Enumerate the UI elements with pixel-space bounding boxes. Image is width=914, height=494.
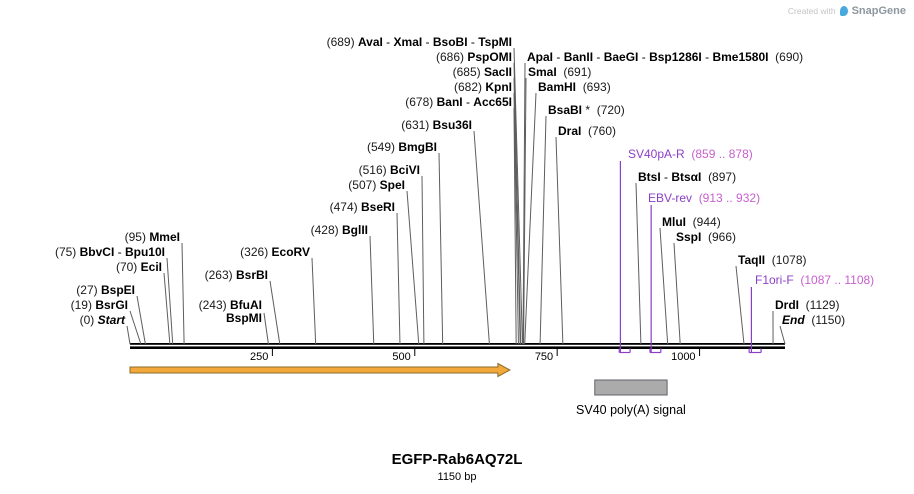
callout-line-ecorv <box>311 257 317 345</box>
site-label-start[interactable]: (0) Start <box>79 313 125 327</box>
site-label-drdi[interactable]: DrdI (1129) <box>775 298 840 312</box>
site-label-pspomi[interactable]: (686) PspOMI <box>435 50 512 64</box>
site-label-bcivi[interactable]: (516) BciVI <box>358 163 420 177</box>
callout-line-sspi <box>673 242 681 345</box>
ruler-number: 500 <box>392 351 411 363</box>
construct-title: EGFP-Rab6AQ72L <box>391 451 523 468</box>
site-label-bsabi[interactable]: BsaBI * (720) <box>548 103 625 117</box>
callout-line-btsi <box>635 182 642 345</box>
callout-line-avai <box>513 47 523 345</box>
callout-line-bseri <box>396 212 401 345</box>
callout-line-bspei <box>136 295 146 345</box>
site-label-smai[interactable]: SmaI (691) <box>528 65 592 79</box>
callout-line-drai <box>555 136 564 345</box>
callout-line-bcivi <box>421 175 425 345</box>
site-label-bani[interactable]: (678) BanI - Acc65I <box>405 95 512 109</box>
site-label-mlui[interactable]: MluI (944) <box>662 215 721 229</box>
ruler-number: 1000 <box>671 351 696 363</box>
site-label-bbvci[interactable]: (75) BbvCI - Bpu10I <box>54 245 165 259</box>
callout-line-spei <box>406 190 420 345</box>
callout-line-taqii <box>735 265 745 345</box>
site-label-bglii[interactable]: (428) BglII <box>310 223 368 237</box>
callout-line-sacii <box>513 77 521 345</box>
site-label-btsi[interactable]: BtsI - BtsαI (897) <box>638 170 737 184</box>
callout-line-bsu36i <box>473 130 490 345</box>
site-label-ecii[interactable]: (70) EciI <box>115 260 162 274</box>
site-label-bsrbi[interactable]: (263) BsrBI <box>204 268 268 282</box>
watermark-brand: SnapGene <box>851 5 906 17</box>
site-label-bspei[interactable]: (27) BspEI <box>76 283 135 297</box>
site-label-bamhi[interactable]: BamHI (693) <box>538 80 611 94</box>
callout-line-bani <box>513 107 517 345</box>
site-label-drai[interactable]: DraI (760) <box>558 124 617 138</box>
callout-line-start <box>126 325 131 345</box>
callout-line-bfuai <box>263 312 269 345</box>
site-label-bseri[interactable]: (474) BseRI <box>329 200 395 214</box>
primer-label-sv40pa-r[interactable]: SV40pA-R (859 .. 878) <box>628 147 753 161</box>
site-label-mmei[interactable]: (95) MmeI <box>124 230 180 244</box>
site-label-end[interactable]: End (1150) <box>782 313 846 327</box>
site-label-sspi[interactable]: SspI (966) <box>676 230 737 244</box>
primer-label-f1ori-f[interactable]: F1ori-F (1087 .. 1108) <box>755 273 875 287</box>
site-label-kpni[interactable]: (682) KpnI <box>453 80 512 94</box>
callout-line-bsrgi <box>129 310 142 345</box>
construct-length: 1150 bp <box>437 471 477 483</box>
site-label-bsu36i[interactable]: (631) Bsu36I <box>401 118 472 132</box>
polya-signal-label: SV40 poly(A) signal <box>576 403 686 417</box>
watermark: Created with SnapGene <box>788 5 906 17</box>
site-label-sacii[interactable]: (685) SacII <box>452 65 512 79</box>
sequence-line-bottom <box>130 346 785 349</box>
callout-line-bamhi <box>524 92 537 345</box>
callout-line-mlui <box>659 227 669 345</box>
sequence-line-top <box>130 343 785 345</box>
callout-line-end <box>779 325 786 345</box>
site-label-apai[interactable]: ApaI - BanII - BaeGI - Bsp1286I - Bme158… <box>527 50 804 64</box>
callout-line-bmgbi <box>438 152 444 345</box>
site-label-avai[interactable]: (689) AvaI - XmaI - BsoBI - TspMI <box>326 35 512 49</box>
ruler-number: 250 <box>250 351 269 363</box>
callout-line-bbvci <box>166 257 174 345</box>
callout-line-mmei <box>181 242 185 345</box>
site-label-taqii[interactable]: TaqII (1078) <box>738 253 807 267</box>
site-label-bsrgi[interactable]: (19) BsrGI <box>70 298 128 312</box>
callout-line-smai <box>523 77 527 345</box>
site-label-spei[interactable]: (507) SpeI <box>348 178 405 192</box>
polya-feature[interactable] <box>594 379 668 396</box>
callout-line-bsabi <box>539 115 547 345</box>
callout-line-bsrbi <box>269 280 281 345</box>
snapgene-logo-icon <box>839 6 848 16</box>
callout-line-ecii <box>163 272 171 345</box>
site-label-bmgbi[interactable]: (549) BmgBI <box>366 140 437 154</box>
cds-arrow-feature[interactable] <box>129 362 511 378</box>
callout-line-bglii <box>369 235 375 345</box>
site-label-ecorv[interactable]: (326) EcoRV <box>240 245 310 259</box>
primer-label-ebv-rev[interactable]: EBV-rev (913 .. 932) <box>648 191 761 205</box>
site-label-bfuai[interactable]: (243) BfuAI BspMI <box>198 298 262 325</box>
watermark-text: Created with <box>787 6 836 16</box>
ruler-number: 750 <box>534 351 554 363</box>
callout-line-apai <box>522 62 526 345</box>
